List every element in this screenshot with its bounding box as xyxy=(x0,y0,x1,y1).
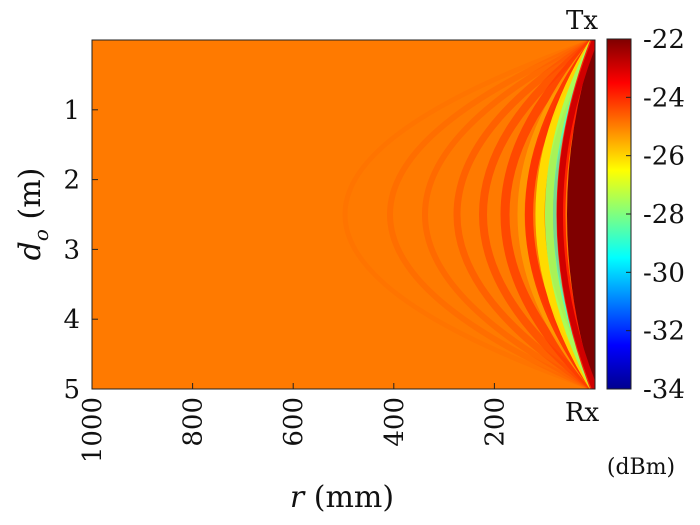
x-axis-ticks: 1000 800 600 400 200 xyxy=(78,383,510,463)
heatmap-plot-area xyxy=(91,39,596,390)
fringe-arc xyxy=(422,40,595,389)
fringe-arc xyxy=(479,40,595,389)
y-tick-label: 1 xyxy=(63,96,80,126)
heatmap-background xyxy=(92,40,595,389)
fringe-arc xyxy=(500,40,595,389)
fringe-arc xyxy=(387,40,595,389)
colorbar-unit-label: (dBm) xyxy=(607,455,675,480)
colorbar: -22 -24 -26 -28 -30 -32 -34 (dBm) xyxy=(606,25,685,480)
x-tick-label: 400 xyxy=(380,397,410,447)
colorbar-tick-label: -26 xyxy=(643,142,685,172)
y-tick-label: 3 xyxy=(63,235,80,265)
y-tick-label: 5 xyxy=(63,375,80,405)
y-axis-ticks: 1 2 3 4 5 xyxy=(63,96,98,405)
x-tick-label: 200 xyxy=(480,397,510,447)
y-tick-label: 2 xyxy=(63,166,80,196)
colorbar-tick-label: -24 xyxy=(643,83,685,113)
plot-border xyxy=(91,39,596,390)
fringe-arc xyxy=(453,40,595,389)
fringe-arc xyxy=(525,40,595,389)
colorbar-tick-label: -28 xyxy=(643,200,685,230)
x-tick-label: 1000 xyxy=(78,397,108,463)
rx-label: Rx xyxy=(565,398,600,428)
colorbar-tick-label: -34 xyxy=(643,375,685,405)
x-axis-label: r (mm) xyxy=(290,480,394,515)
near-field-edge xyxy=(557,40,595,389)
near-field-region xyxy=(567,40,595,389)
colorbar-tick-label: -22 xyxy=(643,25,685,55)
colorbar-tick-label: -30 xyxy=(643,258,685,288)
x-tick-label: 800 xyxy=(179,397,209,447)
y-axis-label: do (m) xyxy=(13,168,53,261)
fringe-arc xyxy=(545,40,595,389)
tx-label: Tx xyxy=(566,6,598,36)
x-tick-label: 600 xyxy=(279,397,309,447)
fringe-arc xyxy=(342,40,595,389)
colorbar-ticks: -22 -24 -26 -28 -30 -32 -34 xyxy=(626,25,685,405)
interference-fringes xyxy=(342,40,595,389)
colorbar-tick-label: -32 xyxy=(643,317,685,347)
y-tick-label: 4 xyxy=(63,305,80,335)
